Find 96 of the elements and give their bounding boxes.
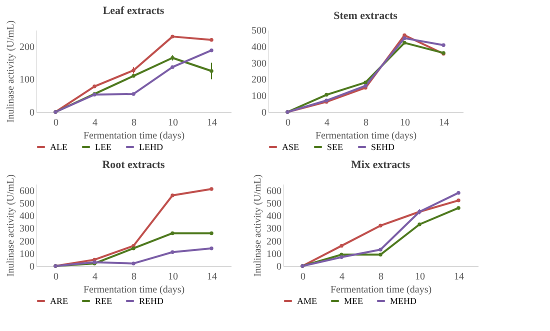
y-tick-label: 600 (266, 186, 282, 197)
x-tick-label: 14 (207, 118, 217, 128)
y-tick-label: 300 (266, 224, 282, 235)
y-tick-label: 200 (266, 236, 282, 248)
y-tick-label: 0 (30, 262, 34, 272)
legend-label: ASE (282, 142, 300, 152)
point (378, 252, 382, 257)
x-tick-label: 14 (439, 118, 449, 128)
x-tick-label: 0 (300, 272, 306, 282)
point (170, 34, 174, 38)
point (402, 40, 406, 45)
x-tick-label: 10 (415, 272, 425, 282)
x-tick-label: 0 (54, 118, 58, 128)
y-tick-label: 200 (20, 236, 34, 248)
y-tick-label: 300 (20, 224, 34, 235)
x-tick-label: 4 (340, 272, 344, 282)
x-axis-title: Fermentation time (days) (83, 284, 185, 296)
point (402, 36, 406, 40)
point (170, 65, 174, 69)
x-tick-label: 10 (400, 118, 410, 128)
x-tick-label: 4 (92, 118, 98, 128)
y-tick-label: 0 (276, 262, 282, 272)
point (456, 198, 460, 202)
y-tick-label: 0 (262, 108, 266, 118)
x-tick-label: 8 (132, 118, 136, 128)
point (132, 92, 136, 96)
point (170, 250, 174, 254)
x-tick-label: 14 (207, 272, 217, 282)
y-tick-label: 100 (252, 91, 266, 102)
legend-label: MEHD (390, 296, 417, 306)
chart-title: Mix extracts (351, 158, 411, 171)
y-axis-title: Inulinase activity (U/mL) (252, 174, 264, 277)
legend-label: REHD (139, 296, 164, 306)
point (402, 33, 406, 38)
y-tick-label: 400 (252, 42, 266, 53)
point (340, 255, 344, 260)
y-tick-label: 200 (252, 74, 266, 86)
y-tick-label: 400 (266, 211, 282, 222)
point (210, 246, 214, 250)
point (456, 206, 460, 210)
point (456, 190, 460, 195)
x-tick-label: 8 (364, 118, 368, 128)
point (210, 231, 214, 236)
x-axis-title: Fermentation time (days) (330, 284, 432, 296)
x-tick-label: 4 (92, 272, 98, 282)
y-tick-label: 400 (20, 211, 34, 222)
legend-label: LEHD (139, 142, 164, 152)
legend-label: SEE (327, 142, 344, 152)
y-tick-label: 600 (20, 186, 34, 197)
point (132, 246, 136, 250)
x-tick-label: 10 (168, 118, 178, 128)
point (442, 43, 446, 47)
x-tick-label: 14 (454, 272, 464, 282)
point (364, 80, 368, 84)
x-tick-label: 10 (168, 272, 178, 282)
y-tick-label: 100 (20, 74, 34, 86)
y-axis-title: Inulinase activity (U/mL) (6, 174, 16, 277)
legend-label: AME (297, 296, 318, 306)
chart-title: Leaf extracts (102, 4, 165, 17)
point (378, 248, 382, 252)
legend-label: ARE (50, 296, 68, 306)
point (210, 38, 214, 42)
legend-label: REE (95, 296, 112, 306)
x-tick-label: 8 (378, 272, 384, 282)
y-tick-label: 500 (20, 198, 34, 210)
y-tick-label: 500 (252, 26, 266, 36)
y-axis-title: Inulinase activity (U/mL) (6, 20, 16, 123)
point (378, 224, 382, 228)
y-tick-label: 100 (20, 248, 34, 260)
point (132, 262, 136, 266)
y-tick-label: 300 (252, 58, 266, 70)
legend-label: MEE (344, 296, 364, 306)
point (132, 74, 136, 78)
x-axis-title: Fermentation time (days) (315, 130, 417, 142)
chart-title: Stem extracts (334, 10, 398, 22)
point (324, 92, 328, 97)
x-axis-title: Fermentation time (days) (83, 130, 185, 142)
y-tick-label: 100 (266, 248, 282, 260)
point (210, 48, 214, 52)
point (170, 231, 174, 236)
x-tick-label: 0 (286, 118, 290, 128)
y-tick-label: 500 (266, 198, 282, 210)
chart-title: Root extracts (102, 158, 166, 171)
y-tick-label: 200 (20, 42, 34, 53)
y-tick-label: 0 (30, 108, 34, 118)
legend-label: LEE (95, 142, 112, 152)
point (210, 187, 214, 191)
point (418, 222, 422, 226)
point (92, 84, 96, 88)
x-tick-label: 4 (324, 118, 330, 128)
legend-label: ALE (50, 142, 68, 152)
x-tick-label: 8 (132, 272, 136, 282)
point (170, 193, 174, 198)
x-tick-label: 0 (54, 272, 58, 282)
legend-label: SEHD (371, 142, 395, 152)
point (340, 244, 344, 248)
